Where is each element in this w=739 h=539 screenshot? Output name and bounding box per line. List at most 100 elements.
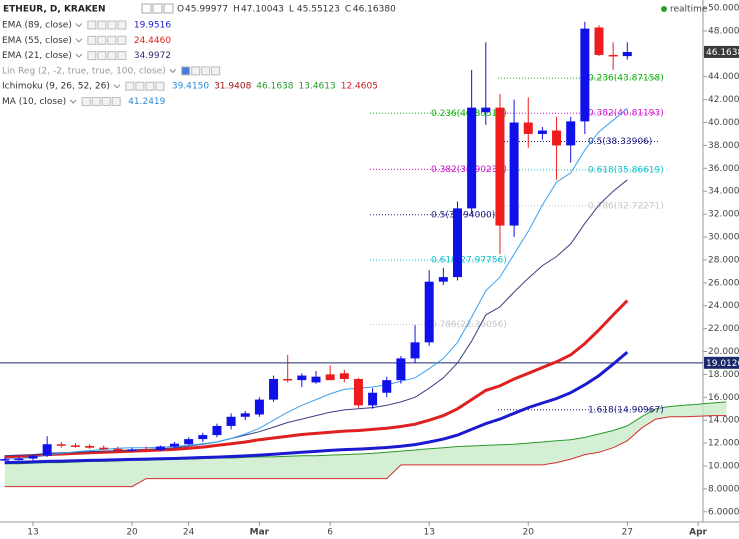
y-tick-label: 38.0000 xyxy=(708,141,739,151)
legend-icon[interactable] xyxy=(117,51,127,61)
candle-body xyxy=(240,413,250,417)
ohlc-value: 45.55123 xyxy=(297,5,340,15)
header-icon[interactable] xyxy=(152,3,163,14)
candle-body xyxy=(28,455,38,459)
candle-body xyxy=(254,399,264,415)
indicator-line xyxy=(4,179,628,457)
y-tick-label: 40.0000 xyxy=(708,118,739,128)
candle-body xyxy=(85,445,95,448)
price-tag-label: 19.0126 xyxy=(706,359,739,369)
candle-body xyxy=(198,435,208,440)
candle-body xyxy=(382,380,392,393)
legend-icon[interactable] xyxy=(101,97,111,106)
legend-name: Lin Reg (2, -2, true, true, 100, close) xyxy=(2,66,166,76)
ohlc-value: 47.10043 xyxy=(241,5,284,15)
candle-body xyxy=(537,130,547,134)
price-tag-label: 46.16380 xyxy=(706,48,739,58)
candle-body xyxy=(509,122,519,226)
y-tick-label: 26.0000 xyxy=(708,278,739,288)
legend-icon[interactable] xyxy=(155,81,165,91)
y-tick-label: 22.0000 xyxy=(708,324,739,334)
candle-body xyxy=(184,439,194,445)
header-icon[interactable] xyxy=(163,3,174,14)
legend-name: Ichimoku (9, 26, 52, 26) xyxy=(2,82,110,92)
x-tick-label: 13 xyxy=(27,528,38,538)
candle-body xyxy=(495,107,505,226)
price-tag xyxy=(704,45,739,58)
candle-body xyxy=(580,28,590,122)
legend-icon[interactable] xyxy=(97,51,107,61)
legend-icon[interactable] xyxy=(91,97,101,106)
legend-name: EMA (21, close) xyxy=(2,51,72,61)
y-tick-label: 16.0000 xyxy=(708,393,739,403)
x-tick-label: Apr xyxy=(689,528,707,538)
candle-body xyxy=(269,378,279,400)
x-tick-label: 27 xyxy=(622,528,633,538)
legend-icon[interactable] xyxy=(107,35,117,45)
candle-body xyxy=(566,121,576,146)
legend-icon[interactable] xyxy=(87,35,97,45)
candle-body xyxy=(353,378,363,406)
legend-caret[interactable] xyxy=(169,69,177,74)
legend-icon[interactable] xyxy=(87,51,97,61)
indicator-line xyxy=(4,350,629,465)
ohlc-value: 46.16380 xyxy=(353,5,396,15)
legend-icon[interactable] xyxy=(181,66,191,76)
candle-body xyxy=(155,446,165,450)
candle-body xyxy=(424,281,434,343)
fib-level-label: 0.5(31.94000) xyxy=(431,210,495,220)
ichimoku-cloud xyxy=(4,401,727,487)
ohlc-key: L xyxy=(289,5,294,15)
candle-body xyxy=(368,392,378,406)
y-tick-label: 50.0000 xyxy=(708,4,739,14)
legend-icon[interactable] xyxy=(87,20,97,30)
header-icon[interactable] xyxy=(141,3,152,14)
plot-area: 6.00000 8.00000 10.0000 12.0000 14.0000 16.00… xyxy=(0,4,739,538)
legend-icon[interactable] xyxy=(191,66,201,76)
legend-icon[interactable] xyxy=(135,81,145,91)
y-tick-label: 34.0000 xyxy=(708,187,739,197)
legend-caret[interactable] xyxy=(113,84,121,89)
x-tick-label: 24 xyxy=(183,528,195,538)
legend-icon[interactable] xyxy=(107,20,117,30)
candle-body xyxy=(311,376,321,383)
legend-icon[interactable] xyxy=(211,66,221,76)
legend-icon[interactable] xyxy=(81,97,91,106)
candle-body xyxy=(113,448,123,451)
candle-body xyxy=(170,443,179,447)
legend-icon[interactable] xyxy=(97,35,107,45)
legend-caret[interactable] xyxy=(75,53,83,58)
y-tick-label: 6.00000 xyxy=(708,507,739,517)
fib-level-label: 1.618(14.90967) xyxy=(588,405,664,415)
candle-body xyxy=(552,130,562,146)
legend-caret[interactable] xyxy=(75,23,83,28)
legend-value: 46.1638 xyxy=(256,82,293,92)
candle-body xyxy=(212,425,222,436)
ohlc-key: C xyxy=(345,5,351,15)
x-tick-label: 20 xyxy=(523,528,535,538)
fib-level-label: 0.786(22.36056) xyxy=(431,320,507,330)
legend-icon[interactable] xyxy=(201,66,211,76)
legend-icon[interactable] xyxy=(111,97,121,106)
legend-icon[interactable] xyxy=(117,35,127,45)
legend-icon[interactable] xyxy=(145,81,155,91)
y-tick-label: 12.0000 xyxy=(708,439,739,449)
legend-icon[interactable] xyxy=(117,20,127,30)
y-tick-label: 28.0000 xyxy=(708,255,739,265)
fib-level-label: 0.618(27.97756) xyxy=(431,256,507,266)
candle-body xyxy=(594,27,604,55)
indicator-line xyxy=(4,299,629,459)
indicator-line xyxy=(4,107,628,460)
y-tick-label: 14.0000 xyxy=(708,416,739,426)
y-tick-label: 42.0000 xyxy=(708,95,739,105)
candle-body xyxy=(396,358,406,381)
legend-value: 13.4613 xyxy=(299,82,336,92)
legend-icon[interactable] xyxy=(107,51,117,61)
x-tick-label: Mar xyxy=(250,528,270,538)
legend-icon[interactable] xyxy=(125,81,135,91)
legend-caret[interactable] xyxy=(75,38,83,43)
legend-icon[interactable] xyxy=(97,20,107,30)
legend-caret[interactable] xyxy=(69,99,77,104)
legend-value: 19.9516 xyxy=(134,21,171,31)
legend-value: 24.4460 xyxy=(134,36,171,46)
